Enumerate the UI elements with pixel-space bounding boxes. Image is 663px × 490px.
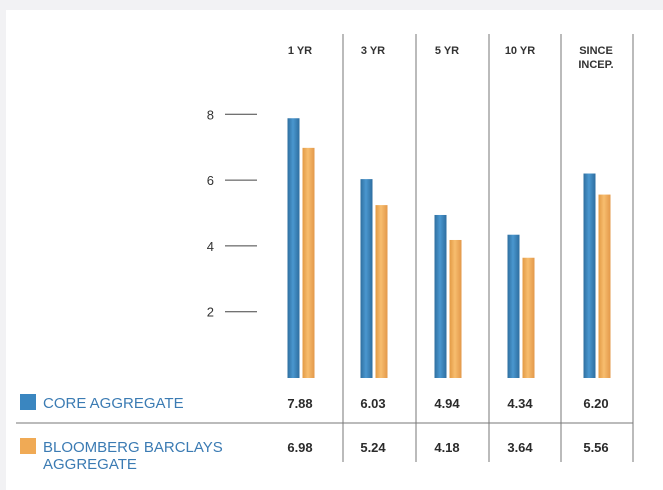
legend-label-bloomberg-barclays-aggregate: AGGREGATE bbox=[43, 456, 137, 473]
data-label-core-aggregate-3: 4.94 bbox=[434, 396, 460, 411]
column-header-5: SINCE bbox=[579, 45, 613, 57]
data-label-core-aggregate-2: 6.03 bbox=[360, 396, 385, 411]
legend-swatch-core-aggregate bbox=[20, 394, 36, 410]
legend-swatch-bloomberg-barclays-aggregate bbox=[20, 438, 36, 454]
data-label-core-aggregate-1: 7.88 bbox=[287, 396, 312, 411]
bar-bloomberg-barclays-aggregate-2 bbox=[375, 205, 388, 378]
data-label-bloomberg-barclays-aggregate-4: 3.64 bbox=[507, 440, 533, 455]
y-tick-label-2: 2 bbox=[207, 305, 214, 320]
column-header-5: INCEP. bbox=[578, 59, 613, 71]
y-tick-label-6: 6 bbox=[207, 173, 214, 188]
legend-label-bloomberg-barclays-aggregate: BLOOMBERG BARCLAYS bbox=[43, 439, 223, 456]
chart-card: 1 YR 3 YR 5 YR 10 YR SINCE INCEP. 2 4 6 8 7.88 6.03… bbox=[6, 10, 663, 490]
column-header-2: 3 YR bbox=[361, 45, 385, 57]
performance-bar-chart: 1 YR 3 YR 5 YR 10 YR SINCE INCEP. 2 4 6 8 7.88 6.03… bbox=[16, 34, 634, 473]
bar-core-aggregate-5 bbox=[583, 173, 596, 378]
bar-bloomberg-barclays-aggregate-4 bbox=[522, 257, 535, 378]
legend-label-core-aggregate: CORE AGGREGATE bbox=[43, 395, 184, 412]
bar-bloomberg-barclays-aggregate-5 bbox=[598, 194, 611, 378]
data-label-bloomberg-barclays-aggregate-1: 6.98 bbox=[287, 440, 312, 455]
bar-core-aggregate-1 bbox=[287, 118, 300, 379]
y-tick-label-4: 4 bbox=[207, 239, 214, 254]
bar-bloomberg-barclays-aggregate-3 bbox=[449, 239, 462, 378]
column-header-1: 1 YR bbox=[288, 45, 312, 57]
data-label-bloomberg-barclays-aggregate-3: 4.18 bbox=[434, 440, 459, 455]
y-tick-label-8: 8 bbox=[207, 107, 214, 122]
data-label-core-aggregate-4: 4.34 bbox=[507, 396, 533, 411]
bar-core-aggregate-4 bbox=[507, 234, 520, 378]
column-header-3: 5 YR bbox=[435, 45, 459, 57]
data-label-bloomberg-barclays-aggregate-5: 5.56 bbox=[583, 440, 608, 455]
data-label-bloomberg-barclays-aggregate-2: 5.24 bbox=[360, 440, 386, 455]
bar-core-aggregate-3 bbox=[434, 214, 447, 378]
bar-core-aggregate-2 bbox=[360, 179, 373, 378]
column-header-4: 10 YR bbox=[505, 45, 535, 57]
bar-bloomberg-barclays-aggregate-1 bbox=[302, 147, 315, 378]
data-label-core-aggregate-5: 6.20 bbox=[583, 396, 608, 411]
